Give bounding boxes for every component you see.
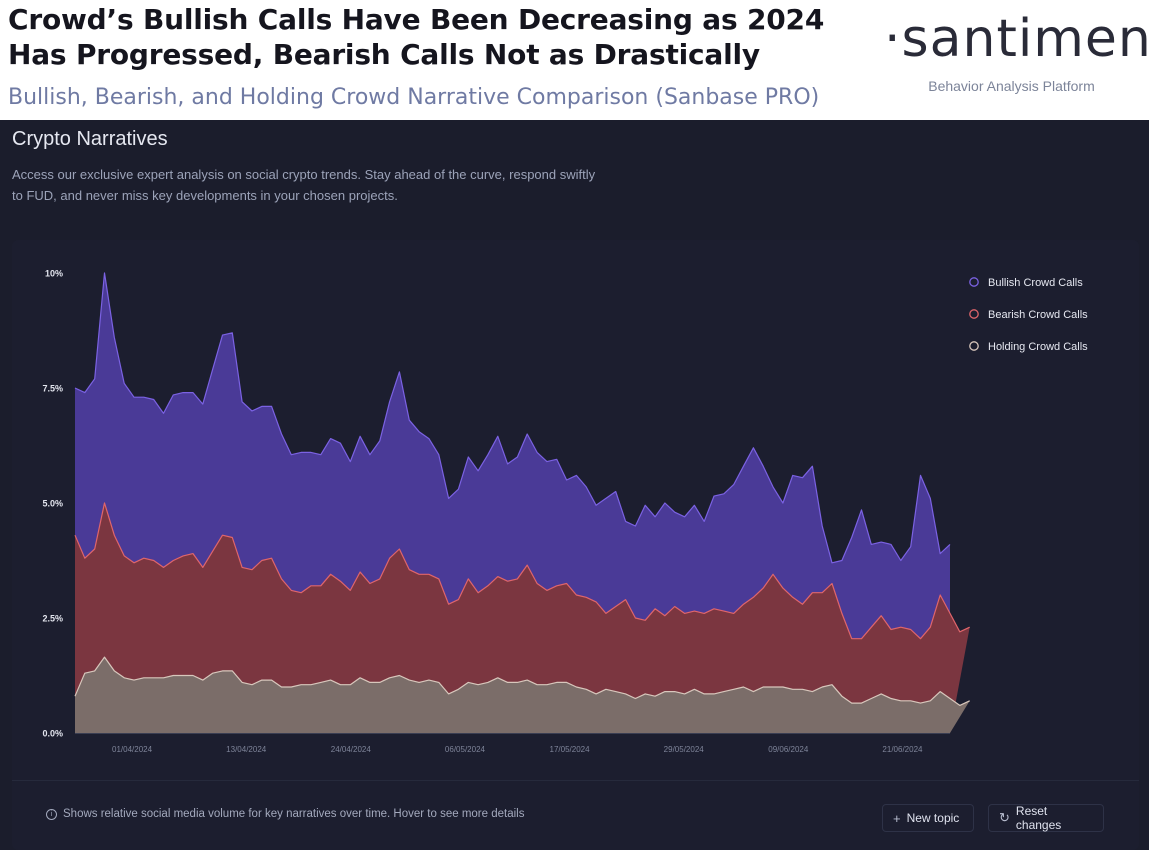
headline: Crowd’s Bullish Calls Have Been Decreasi… [8,3,825,71]
y-tick-label: 0.0% [42,729,63,739]
y-tick-label: 2.5% [42,614,63,624]
bearish-area [75,503,970,733]
x-tick-label: 24/04/2024 [331,745,372,754]
bearish-legend-marker [969,309,979,319]
x-tick-label: 21/06/2024 [882,745,923,754]
y-tick-label: 7.5% [42,384,63,394]
footer-note: i Shows relative social media volume for… [46,808,524,820]
info-icon: i [46,808,57,820]
bearish-legend-label: Bearish Crowd Calls [988,309,1088,321]
new-topic-button[interactable]: + New topic [882,804,974,832]
new-topic-label: New topic [906,811,960,825]
reset-changes-button[interactable]: ↻ Reset changes [988,804,1104,832]
panel-title: Crypto Narratives [12,128,168,150]
y-tick-label: 10% [45,269,63,279]
santiment-logo: ·santiment· [884,9,1149,69]
plus-icon: + [893,810,901,826]
subheadline: Bullish, Bearish, and Holding Crowd Narr… [8,85,820,110]
footer-note-text: Shows relative social media volume for k… [63,808,525,820]
y-tick-label: 5.0% [42,499,63,509]
holding-line [74,656,970,706]
bullish-legend-marker [969,277,979,287]
bullish-legend-label: Bullish Crowd Calls [988,277,1083,289]
bullish-line [74,272,951,564]
header-banner: Crowd’s Bullish Calls Have Been Decreasi… [0,0,1149,120]
panel-description: Access our exclusive expert analysis on … [12,167,596,203]
bearish-line [74,502,970,640]
footer-divider [12,780,1139,781]
brand-tagline: Behavior Analysis Platform [928,78,1095,94]
x-tick-label: 13/04/2024 [226,745,267,754]
x-tick-label: 29/05/2024 [664,745,705,754]
reset-icon: ↻ [999,810,1010,825]
x-tick-label: 06/05/2024 [445,745,486,754]
holding-legend-label: Holding Crowd Calls [988,341,1088,353]
x-tick-label: 09/06/2024 [768,745,809,754]
x-tick-label: 01/04/2024 [112,745,153,754]
holding-legend-marker [969,341,979,351]
x-tick-label: 17/05/2024 [550,745,591,754]
reset-changes-label: Reset changes [1015,804,1062,832]
holding-area [75,657,970,733]
